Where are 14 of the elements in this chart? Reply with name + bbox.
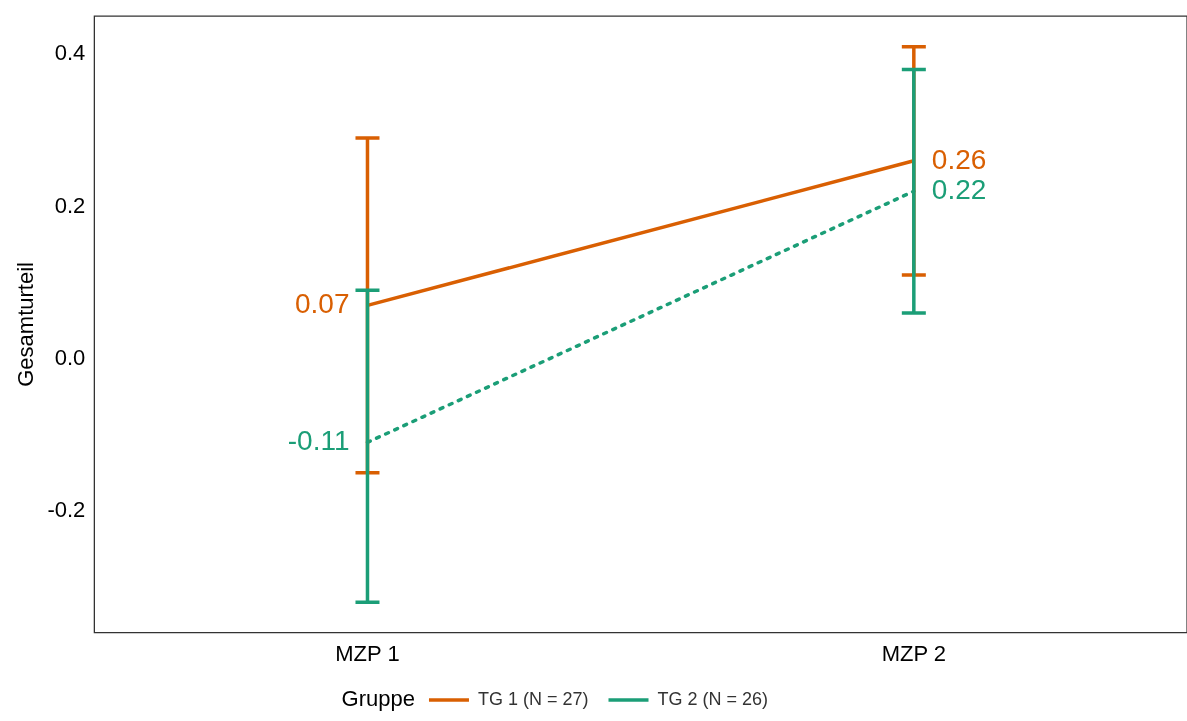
data-label: 0.07 (294, 288, 350, 320)
y-tick-label: 0.2 (54, 192, 86, 218)
data-label: -0.11 (287, 425, 350, 457)
data-label: 0.26 (931, 143, 987, 175)
legend-title: Gruppe (341, 686, 415, 712)
legend-label: TG 2 (N = 26) (657, 688, 769, 709)
y-axis-title: Gesamturteil (13, 262, 39, 387)
y-tick-label: 0.0 (54, 344, 86, 370)
legend-label: TG 1 (N = 27) (477, 688, 589, 709)
y-tick-label: -0.2 (47, 496, 86, 522)
y-tick-label: 0.4 (54, 40, 86, 66)
x-tick-label: MZP 1 (335, 640, 400, 666)
x-tick-label: MZP 2 (881, 640, 947, 666)
data-label: 0.22 (931, 173, 987, 205)
